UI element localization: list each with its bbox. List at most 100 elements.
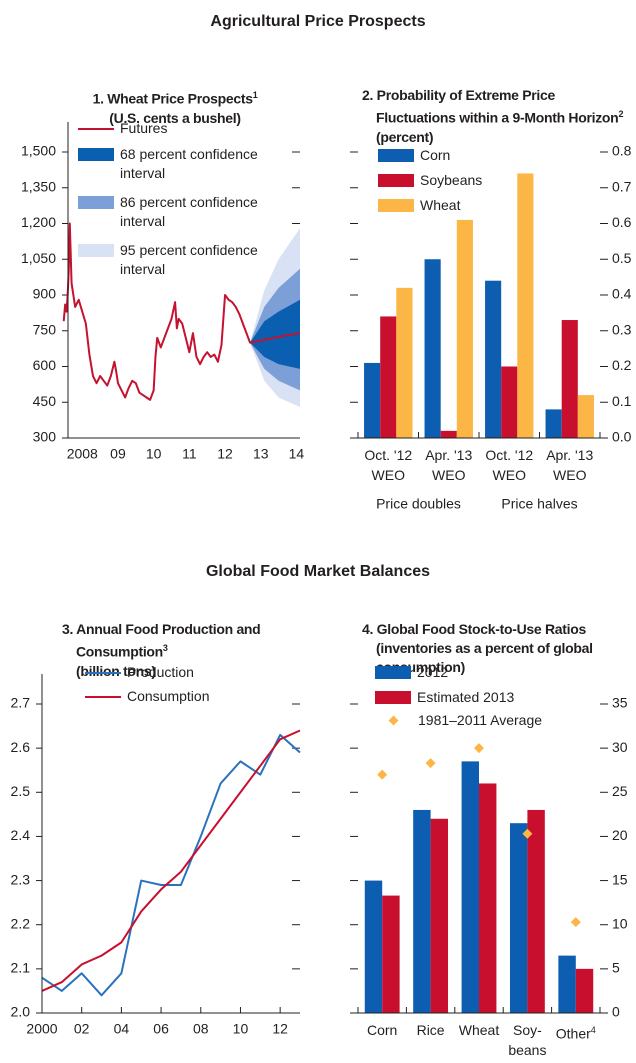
x-tick-label: Apr. '13 WEO xyxy=(419,445,479,485)
data-line xyxy=(62,222,301,401)
bar xyxy=(396,287,413,438)
bar xyxy=(509,823,528,1013)
y-tick-label: 2.7 xyxy=(11,695,31,711)
y-tick-label: 300 xyxy=(33,429,57,445)
title-text: 4. Global Food Stock-to-Use Ratios xyxy=(362,621,586,637)
title-text: 2. Probability of Extreme Price Fluctuat… xyxy=(362,87,619,126)
bar xyxy=(527,809,545,1013)
category-text: Apr. '13 WEO xyxy=(425,447,473,483)
bar xyxy=(577,395,594,438)
x-tick-label: Other4 xyxy=(553,1020,599,1044)
legend-label: Soybeans xyxy=(420,172,483,188)
title-text: 1. Wheat Price Prospects xyxy=(92,90,253,107)
bar xyxy=(485,280,502,438)
legend-swatch xyxy=(375,691,411,704)
bar xyxy=(479,783,497,1013)
legend-swatch xyxy=(78,148,114,161)
legend-swatch xyxy=(388,715,399,726)
x-tick-label: 08 xyxy=(193,1021,209,1037)
category-text: Oct. '12 WEO xyxy=(364,447,413,483)
x-tick-label: 12 xyxy=(217,446,233,462)
group-label: Price doubles xyxy=(376,496,461,512)
group-label: Price halves xyxy=(501,496,577,512)
y-tick-label: 0.7 xyxy=(612,178,632,194)
category-text: Oct. '12 WEO xyxy=(485,447,534,483)
y-tick-label: 900 xyxy=(33,286,57,302)
section-title: Global Food Market Balances xyxy=(206,563,430,580)
legend-label: Corn xyxy=(420,147,451,163)
y-tick-label: 2.0 xyxy=(11,1004,31,1020)
y-tick-label: 0.8 xyxy=(612,143,632,159)
bar xyxy=(413,809,431,1013)
x-tick-label: 10 xyxy=(233,1021,249,1037)
legend-item: Production xyxy=(85,663,267,682)
x-tick-label: 06 xyxy=(153,1021,169,1037)
title-note: 1 xyxy=(252,90,258,100)
bar xyxy=(430,818,449,1013)
x-tick-label: Rice xyxy=(408,1020,454,1040)
bar xyxy=(501,366,518,438)
legend-swatch xyxy=(85,696,121,698)
legend-swatch xyxy=(378,149,414,162)
x-tick-label: Corn xyxy=(359,1020,405,1040)
legend-swatch xyxy=(78,244,114,257)
panel-title: 2. Probability of Extreme Price Fluctuat… xyxy=(362,86,626,147)
y-tick-label: 0.3 xyxy=(612,321,632,337)
x-tick-label: 2000 xyxy=(26,1021,57,1037)
x-tick-label: 2008 xyxy=(67,446,98,462)
y-tick-label: 35 xyxy=(612,695,628,711)
category-note: 4 xyxy=(590,1025,596,1035)
legend-swatch xyxy=(78,196,114,209)
y-tick-label: 25 xyxy=(612,783,628,799)
y-tick-label: 600 xyxy=(33,357,57,373)
y-tick-label: 2.2 xyxy=(11,915,31,931)
y-tick-label: 30 xyxy=(612,739,628,755)
legend-item: Wheat xyxy=(378,196,540,215)
bar xyxy=(364,362,381,438)
category-text: Wheat xyxy=(458,1022,500,1038)
legend-item: Estimated 2013 xyxy=(375,688,577,707)
category-text: Rice xyxy=(416,1022,445,1038)
y-tick-label: 1,350 xyxy=(21,178,56,194)
title-text: 3. Annual Food Production and Consumptio… xyxy=(62,621,261,660)
category-text: Other xyxy=(555,1025,591,1042)
x-tick-label: Oct. '12 WEO xyxy=(479,445,539,485)
diamond-marker xyxy=(570,917,581,928)
legend-label: 86 percent confidence interval xyxy=(120,194,258,229)
subtitle: (percent) xyxy=(376,128,434,145)
bar xyxy=(517,173,534,438)
bar xyxy=(364,880,383,1013)
title-note: 2 xyxy=(618,109,624,119)
y-tick-label: 2.3 xyxy=(11,871,31,887)
diamond-marker xyxy=(425,758,436,769)
x-tick-label: Oct. '12 WEO xyxy=(358,445,418,485)
legend-label: 95 percent confidence interval xyxy=(120,242,258,277)
legend-item: Futures xyxy=(78,119,280,138)
diamond-marker xyxy=(474,743,484,754)
legend-swatch xyxy=(78,128,114,130)
legend-item: Corn xyxy=(378,146,540,165)
panel-title: 4. Global Food Stock-to-Use Ratios (inven… xyxy=(362,620,636,677)
legend-item: 86 percent confidence interval xyxy=(78,193,280,231)
bar xyxy=(380,316,397,438)
legend-item: Consumption xyxy=(85,687,267,706)
x-tick-label: 10 xyxy=(146,446,162,462)
y-tick-label: 2.4 xyxy=(11,827,31,843)
legend-swatch xyxy=(85,672,121,674)
y-tick-label: 0.6 xyxy=(612,214,632,230)
x-tick-label: Wheat xyxy=(456,1020,502,1040)
y-tick-label: 20 xyxy=(612,827,628,843)
y-tick-label: 0.1 xyxy=(612,393,632,409)
legend-label: 2012 xyxy=(417,664,449,680)
y-tick-label: 0.0 xyxy=(612,429,632,445)
y-tick-label: 1,050 xyxy=(21,250,56,266)
y-tick-label: 0.4 xyxy=(612,286,632,302)
legend-item: Soybeans xyxy=(378,171,540,190)
y-tick-label: 1,200 xyxy=(21,214,56,230)
legend-swatch xyxy=(378,174,414,187)
y-tick-label: 0.5 xyxy=(612,250,632,266)
y-tick-label: 0.2 xyxy=(612,357,632,373)
x-tick-label: 14 xyxy=(289,446,305,462)
